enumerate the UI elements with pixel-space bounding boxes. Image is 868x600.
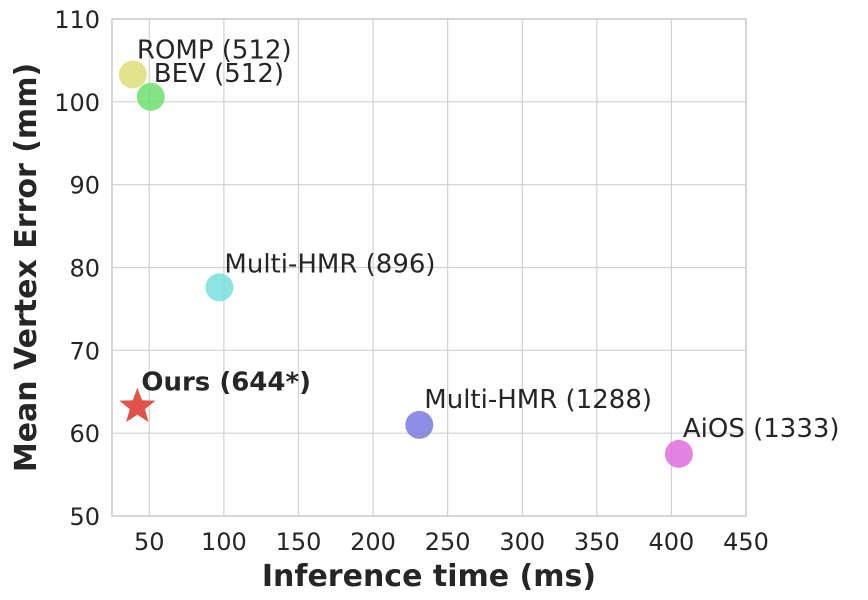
tick-labels: 50 100 150 200 250 300 350 400 450 50 60 70 80 90 100 1… xyxy=(54,6,769,556)
x-tick-label: 150 xyxy=(276,528,322,556)
y-tick-label: 100 xyxy=(54,89,100,117)
y-axis-label: Mean Vertex Error (mm) xyxy=(9,63,44,472)
y-tick-label: 80 xyxy=(69,255,100,283)
point-label-multi-hmr-1288: Multi-HMR (1288) xyxy=(424,385,652,415)
grid xyxy=(112,18,747,517)
point-label-bev-512: BEV (512) xyxy=(154,59,284,89)
x-tick-label: 200 xyxy=(350,528,396,556)
point-romp-512 xyxy=(118,60,147,89)
y-tick-label: 110 xyxy=(54,6,100,34)
x-tick-label: 350 xyxy=(574,528,620,556)
x-tick-label: 300 xyxy=(499,528,545,556)
point-aios-1333 xyxy=(664,439,693,468)
x-tick-label: 50 xyxy=(134,528,165,556)
x-tick-label: 250 xyxy=(425,528,471,556)
point-multi-hmr-896 xyxy=(205,273,234,302)
x-tick-label: 400 xyxy=(649,528,695,556)
point-ours-644 xyxy=(119,387,156,422)
point-labels: ROMP (512)BEV (512) Multi-HMR (896) Ours (… xyxy=(137,35,840,443)
point-label-ours-644: Ours (644*) xyxy=(141,368,311,398)
x-axis-label: Inference time (ms) xyxy=(262,559,596,594)
y-tick-label: 90 xyxy=(69,172,100,200)
plot-frame xyxy=(111,18,747,517)
y-tick-label: 50 xyxy=(69,503,100,531)
point-label-multi-hmr-896: Multi-HMR (896) xyxy=(224,249,435,279)
y-tick-label: 70 xyxy=(69,337,100,365)
x-tick-label: 450 xyxy=(723,528,769,556)
x-tick-label: 100 xyxy=(201,528,247,556)
point-multi-hmr-1288 xyxy=(405,410,434,439)
point-bev-512 xyxy=(136,82,165,111)
y-tick-label: 60 xyxy=(69,420,100,448)
point-label-aios-1333: AiOS (1333) xyxy=(683,414,840,444)
data-points xyxy=(118,60,693,468)
point-label-romp-512: ROMP (512) xyxy=(137,35,292,65)
